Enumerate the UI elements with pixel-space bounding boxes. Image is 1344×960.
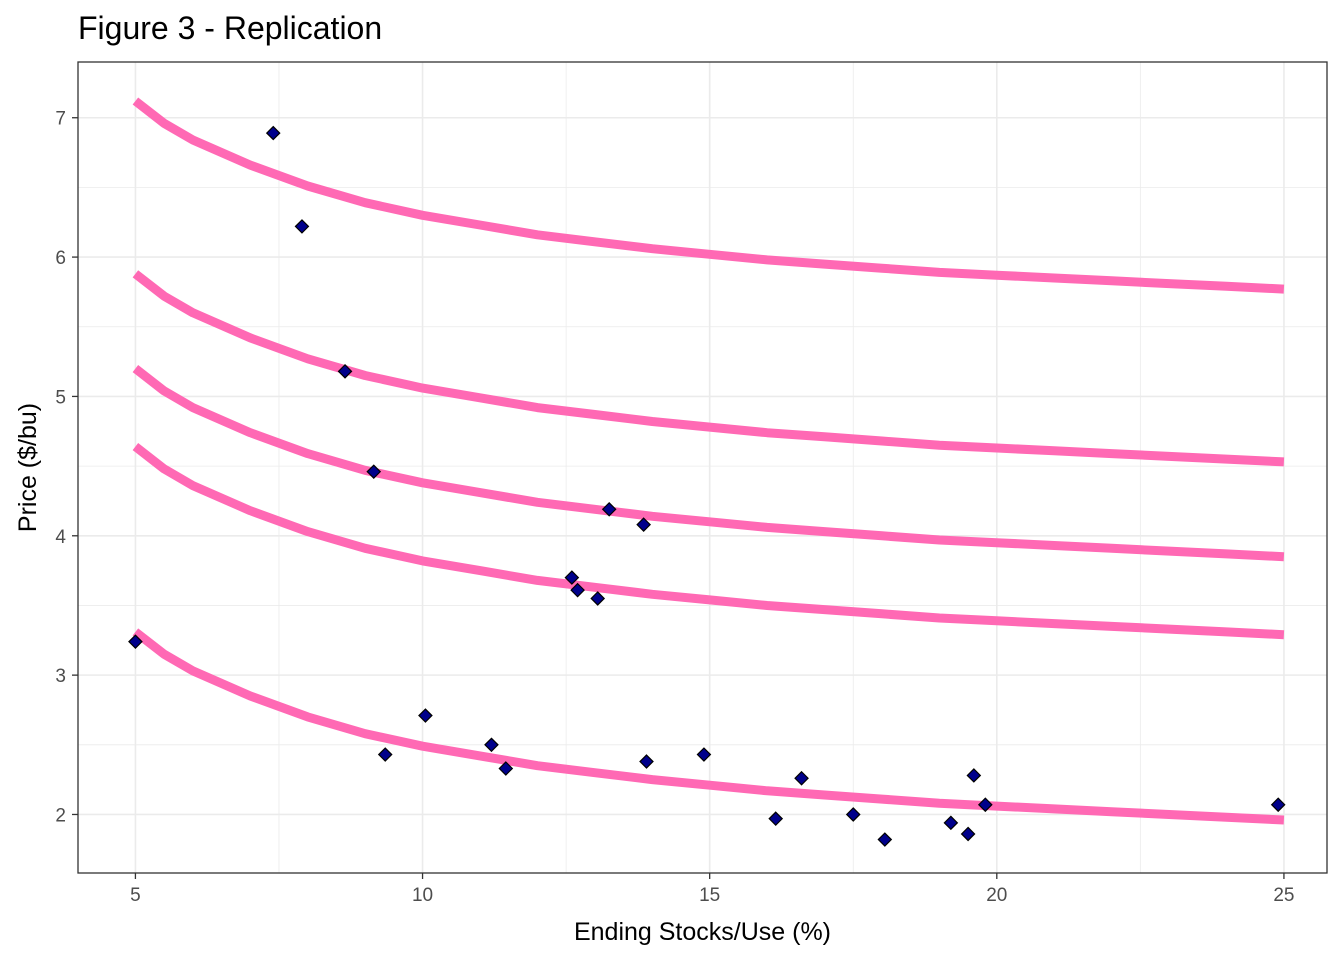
data-point [498, 761, 514, 776]
data-point [484, 737, 499, 753]
chart-title: Figure 3 - Replication [78, 10, 383, 46]
x-tick-label: 20 [986, 885, 1007, 906]
data-point [564, 570, 580, 585]
data-point [696, 747, 712, 762]
y-tick-label: 2 [55, 805, 66, 826]
x-tick-label: 25 [1273, 885, 1294, 906]
points [128, 125, 1286, 847]
data-point [337, 364, 353, 379]
curve-1 [132, 97, 1285, 294]
curve-3 [132, 365, 1285, 562]
curve-4 [132, 443, 1285, 640]
data-point [977, 797, 993, 813]
y-tick-label: 6 [55, 248, 66, 269]
data-point [366, 464, 382, 480]
data-point [877, 832, 893, 847]
data-point [845, 807, 861, 822]
y-tick-label: 7 [55, 109, 66, 130]
x-tick-label: 5 [130, 885, 141, 906]
x-axis: 5 10 15 20 25 [130, 873, 1295, 906]
data-point [294, 219, 310, 234]
data-point [377, 747, 393, 762]
y-tick-label: 4 [55, 527, 66, 548]
grid-lines [78, 62, 1327, 873]
data-point [943, 815, 959, 831]
data-point [794, 770, 809, 786]
data-point [768, 811, 784, 827]
data-point [128, 634, 143, 650]
data-point [636, 517, 651, 532]
y-tick-label: 5 [55, 387, 66, 408]
y-axis-title: Price ($/bu) [14, 403, 42, 532]
data-point [601, 501, 617, 517]
x-tick-label: 10 [412, 885, 433, 906]
data-point [570, 582, 585, 598]
data-point [1270, 797, 1286, 813]
y-axis: 2 3 4 5 6 7 [55, 109, 78, 826]
data-point [265, 125, 281, 141]
data-point [590, 591, 606, 606]
x-tick-label: 15 [699, 885, 720, 906]
x-axis-title: Ending Stocks/Use (%) [574, 918, 831, 946]
y-tick-label: 3 [55, 666, 66, 687]
curves [132, 97, 1285, 825]
data-point [639, 754, 654, 769]
curve-5 [132, 628, 1285, 825]
data-point [966, 768, 982, 783]
data-point [960, 826, 976, 842]
panel-border [77, 61, 1328, 874]
curve-2 [132, 270, 1285, 467]
data-point [418, 708, 433, 723]
